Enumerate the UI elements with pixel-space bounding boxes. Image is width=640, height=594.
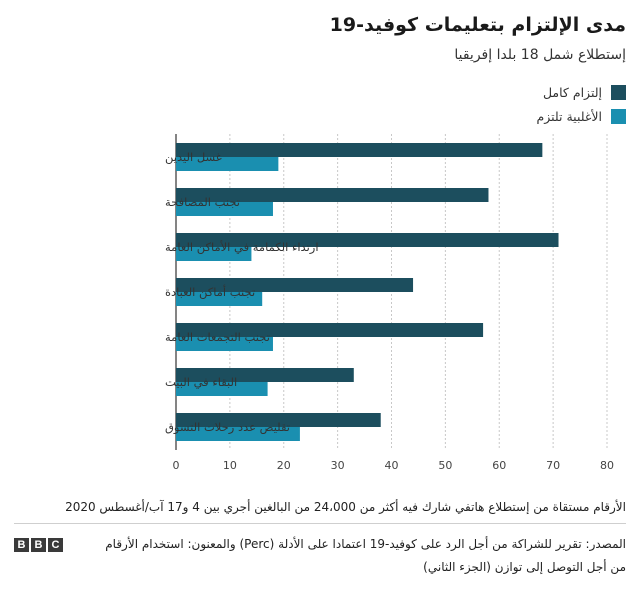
bar-full [176, 413, 381, 427]
category-label: تقليص عدد رحلات التسوق [165, 420, 290, 435]
x-tick-label: 50 [438, 459, 452, 472]
x-tick-label: 60 [492, 459, 506, 472]
bar-full [176, 143, 543, 157]
bar-full [176, 233, 559, 247]
bar-mostly [176, 427, 300, 441]
x-tick-label: 20 [277, 459, 291, 472]
bar-full [176, 323, 484, 337]
bar-mostly [176, 247, 252, 261]
bbc-logo: B B C [14, 538, 63, 552]
bar-mostly [176, 292, 263, 306]
bbc-logo-letter: B [14, 538, 29, 552]
category-label: ارتداء الكمامة في الأماكن العامة [165, 240, 319, 255]
bbc-logo-letter: C [48, 538, 63, 552]
bar-full [176, 188, 489, 202]
x-tick-label: 70 [546, 459, 560, 472]
legend-item-mostly: الأغلبية تلتزم [536, 108, 626, 124]
x-tick-label: 30 [331, 459, 345, 472]
chart-legend: إلتزام كامل الأغلبية تلتزم [536, 84, 626, 132]
footer-divider [14, 523, 626, 524]
legend-item-full: إلتزام كامل [536, 84, 626, 100]
x-tick-label: 80 [600, 459, 614, 472]
category-label: تجنب التجمعات العامة [165, 330, 270, 344]
x-tick-label: 0 [173, 459, 180, 472]
legend-label-full: إلتزام كامل [542, 84, 602, 100]
category-label: البقاء في البيت [165, 375, 237, 389]
bar-full [176, 278, 414, 292]
bar-full [176, 368, 354, 382]
legend-label-mostly: الأغلبية تلتزم [536, 108, 602, 124]
category-label: تجنب المصافحة [165, 195, 240, 209]
category-label: غسل اليدين [165, 150, 222, 165]
legend-swatch-mostly [611, 108, 626, 124]
bar-mostly [176, 157, 279, 171]
legend-swatch-full [611, 84, 626, 100]
bar-mostly [176, 202, 273, 216]
bar-chart: 0 10 20 30 40 50 60 70 80 غسل اليدين تجنب المصافحة… [165, 134, 614, 472]
x-tick-label: 40 [385, 459, 399, 472]
chart-title: مدى الإلتزام بتعليمات كوفيد-19 [329, 14, 626, 36]
category-label: تجنب أماكن العبادة [165, 284, 255, 300]
bar-mostly [176, 337, 273, 351]
bbc-logo-letter: B [31, 538, 46, 552]
survey-note: الأرقام مستقاة من إستطلاع هاتفي شارك فيه… [65, 500, 626, 514]
bar-mostly [176, 382, 268, 396]
x-tick-label: 10 [223, 459, 237, 472]
source-text: المصدر: تقرير للشراكة من أجل الرد على كو… [105, 537, 626, 574]
chart-subtitle: إستطلاع شمل 18 بلدا إفريقيا [454, 47, 626, 63]
